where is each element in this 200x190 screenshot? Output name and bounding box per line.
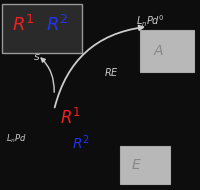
Text: $R^2$: $R^2$ [46,15,68,35]
Text: $L_nPd$: $L_nPd$ [6,132,27,145]
Text: $RE$: $RE$ [104,66,119,78]
Text: $L_nPd^0$: $L_nPd^0$ [136,13,165,29]
FancyBboxPatch shape [140,30,194,72]
Text: $R^1$: $R^1$ [60,108,81,128]
Text: $A$: $A$ [153,44,165,58]
FancyBboxPatch shape [120,146,170,184]
Text: $E$: $E$ [131,158,141,172]
Text: $R^1$: $R^1$ [12,15,35,35]
FancyBboxPatch shape [2,4,82,53]
Text: $R^2$: $R^2$ [72,133,90,152]
Text: $s$: $s$ [33,52,41,62]
